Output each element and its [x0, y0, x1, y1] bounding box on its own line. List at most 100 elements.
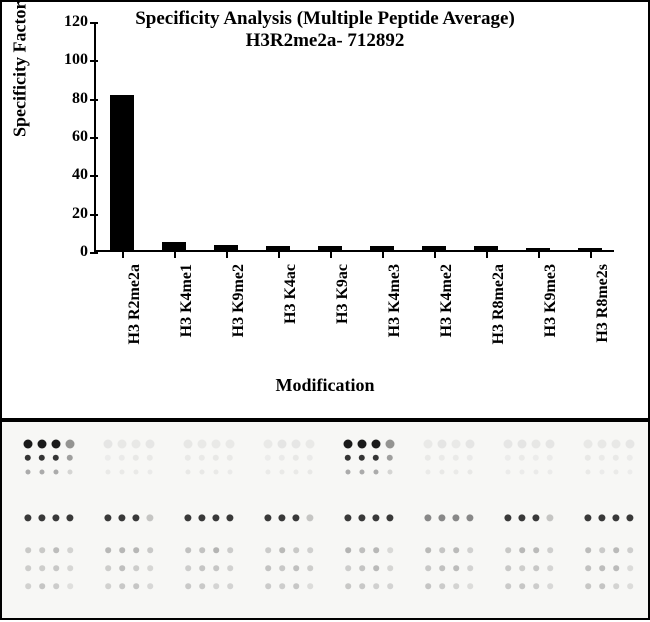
array-spot: [358, 440, 367, 449]
array-spot: [372, 440, 381, 449]
array-spot: [345, 565, 351, 571]
array-spot: [67, 455, 73, 461]
array-spot: [227, 469, 232, 474]
array-spot: [533, 469, 538, 474]
array-spot: [264, 514, 271, 521]
array-spot: [39, 469, 44, 474]
array-spot: [147, 455, 153, 461]
array-spot: [25, 455, 31, 461]
array-spot: [386, 514, 393, 521]
array-spot: [212, 514, 219, 521]
array-spot: [25, 469, 30, 474]
array-spot: [185, 565, 191, 571]
array-spot: [425, 583, 431, 589]
array-spot: [453, 455, 459, 461]
array-spot: [439, 469, 444, 474]
array-spot: [278, 514, 285, 521]
array-spot: [227, 547, 233, 553]
array-spot: [438, 440, 447, 449]
array-spot: [519, 469, 524, 474]
array-spot: [133, 547, 139, 553]
array-spot: [453, 565, 459, 571]
array-blot-panel: [2, 422, 648, 618]
array-spot: [53, 583, 59, 589]
array-spot: [67, 583, 73, 589]
array-spot: [439, 565, 445, 571]
array-spot: [198, 440, 207, 449]
array-spot: [213, 583, 219, 589]
array-spot: [532, 514, 539, 521]
array-spot: [425, 455, 431, 461]
array-spot: [599, 565, 605, 571]
array-spot: [505, 565, 511, 571]
array-spot: [24, 514, 31, 521]
array-spot: [25, 583, 31, 589]
array-spot: [613, 547, 619, 553]
array-spot: [359, 547, 365, 553]
x-tick: [538, 250, 540, 258]
array-spot: [467, 547, 473, 553]
array-spot: [226, 440, 235, 449]
array-spot: [199, 547, 205, 553]
array-spot: [344, 514, 351, 521]
array-spot: [185, 469, 190, 474]
array-spot: [105, 583, 111, 589]
array-spot: [585, 583, 591, 589]
array-spot: [585, 455, 591, 461]
array-spot: [66, 440, 75, 449]
array-spot: [265, 455, 271, 461]
x-tick-label: H3 K4me1: [178, 264, 196, 337]
array-spot: [227, 583, 233, 589]
array-spot: [546, 514, 553, 521]
array-spot: [38, 514, 45, 521]
array-spot: [359, 583, 365, 589]
array-spot: [104, 440, 113, 449]
array-spot: [627, 565, 633, 571]
array-spot: [39, 547, 45, 553]
array-spot: [292, 440, 301, 449]
array-spot: [185, 547, 191, 553]
array-spot: [547, 469, 552, 474]
array-spot: [359, 565, 365, 571]
y-tick: 120: [48, 13, 88, 31]
array-spot: [199, 469, 204, 474]
bar-chart-panel: Specificity Analysis (Multiple Peptide A…: [2, 2, 648, 422]
x-tick: [278, 250, 280, 258]
array-spot: [132, 440, 141, 449]
array-spot: [67, 547, 73, 553]
array-spot: [213, 455, 219, 461]
array-spot: [452, 514, 459, 521]
array-spot: [598, 440, 607, 449]
array-spot: [279, 547, 285, 553]
array-spot: [133, 455, 139, 461]
array-spot: [626, 440, 635, 449]
array-spot: [212, 440, 221, 449]
array-spot: [306, 440, 315, 449]
array-spot: [213, 565, 219, 571]
array-spot: [613, 455, 619, 461]
array-spot: [119, 469, 124, 474]
array-spot: [519, 547, 525, 553]
array-spot: [505, 455, 511, 461]
array-spot: [67, 469, 72, 474]
array-spot: [387, 455, 393, 461]
y-tick: 0: [48, 243, 88, 261]
array-spot: [293, 547, 299, 553]
y-tick: 80: [48, 90, 88, 108]
x-tick: [382, 250, 384, 258]
array-spot: [293, 583, 299, 589]
array-spot: [505, 547, 511, 553]
array-spot: [453, 469, 458, 474]
array-spot: [533, 547, 539, 553]
array-spot: [345, 469, 350, 474]
array-spot: [372, 514, 379, 521]
plot-area: 020406080100120: [94, 22, 614, 252]
array-spot: [265, 583, 271, 589]
array-spot: [519, 455, 525, 461]
array-spot: [373, 469, 378, 474]
x-tick-label: H3 R2me2a: [126, 264, 144, 344]
array-spot: [132, 514, 139, 521]
array-spot: [184, 514, 191, 521]
array-spot: [199, 583, 205, 589]
array-spot: [185, 455, 191, 461]
